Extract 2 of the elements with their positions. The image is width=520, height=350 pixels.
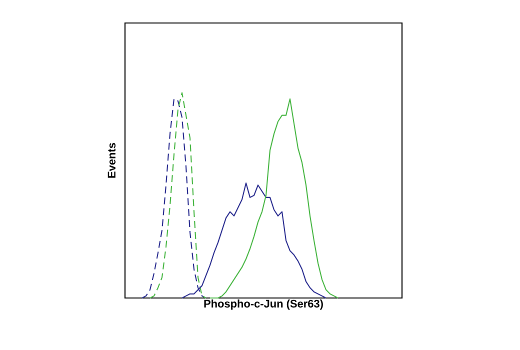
y-axis-title: Events — [108, 142, 116, 178]
x-axis-title: Phospho-c-Jun (Ser63) — [204, 300, 323, 310]
